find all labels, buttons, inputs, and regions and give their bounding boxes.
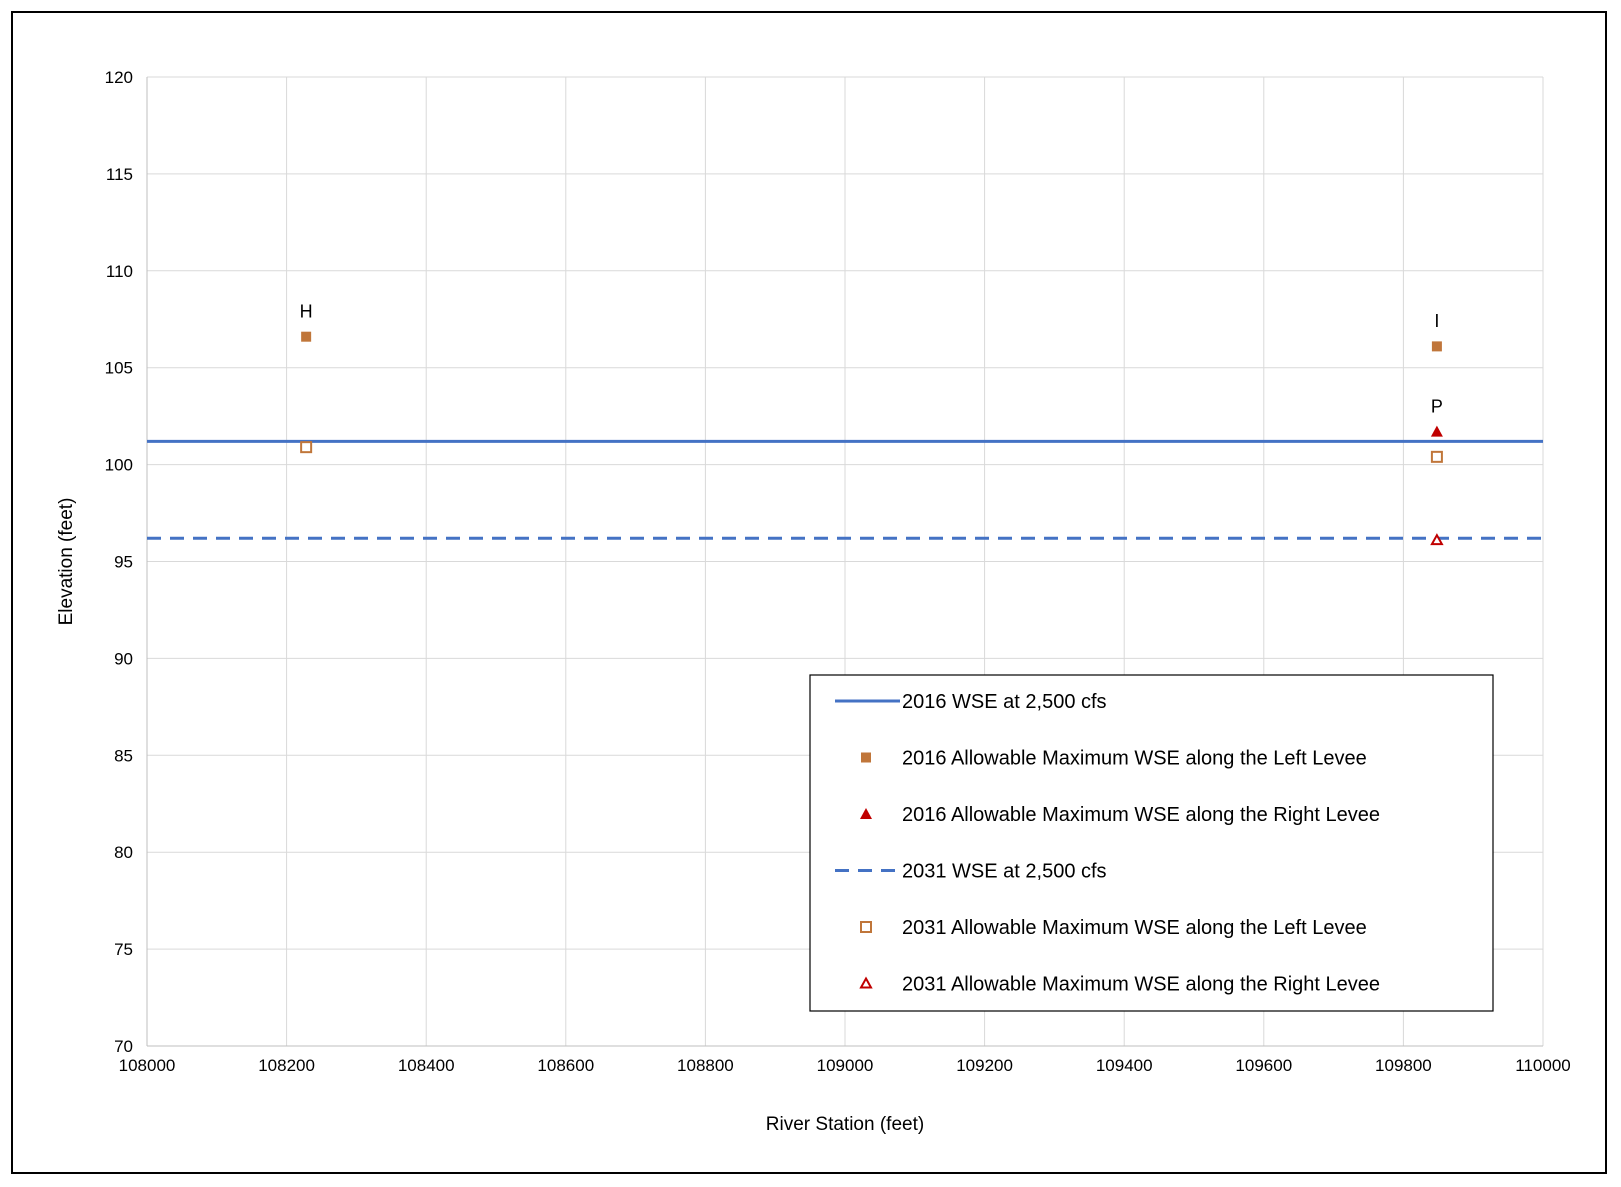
y-tick-label: 115 [106, 165, 133, 184]
data-point-1 [301, 331, 312, 342]
legend-swatch [860, 921, 872, 933]
x-tick-label: 109400 [1096, 1056, 1153, 1075]
x-tick-label: 108800 [677, 1056, 734, 1075]
x-tick-label: 109800 [1375, 1056, 1432, 1075]
y-tick-label: 70 [114, 1037, 133, 1056]
y-tick-label: 105 [105, 359, 133, 378]
x-tick-label: 109000 [817, 1056, 874, 1075]
point-label: P [1431, 396, 1443, 416]
axis-ticks: 108000 108200 108400 108600 108800 109000 1092… [105, 68, 1571, 1075]
y-tick-label: 95 [114, 553, 133, 572]
y-tick-label: 120 [105, 68, 133, 87]
y-tick-label: 85 [114, 746, 133, 765]
legend-entry-label: 2016 WSE at 2,500 cfs [902, 691, 1107, 713]
legend-entry-label: 2016 Allowable Maximum WSE along the Lef… [902, 748, 1367, 770]
legend-box [809, 674, 1494, 1012]
y-tick-label: 75 [114, 940, 133, 959]
data-point-4 [300, 441, 313, 454]
y-axis-title: Elevation (feet) [56, 498, 77, 626]
data-point-5 [1430, 533, 1444, 546]
legend-swatch [860, 808, 872, 819]
point-label: H [300, 301, 313, 321]
data-point-4 [1430, 450, 1443, 463]
legend-entry-label: 2031 Allowable Maximum WSE along the Lef… [902, 917, 1367, 939]
y-tick-label: 100 [105, 456, 133, 475]
legend-entry-label: 2031 Allowable Maximum WSE along the Rig… [902, 974, 1380, 996]
legend-swatch [861, 752, 871, 763]
data-point-2 [1430, 425, 1443, 437]
x-tick-label: 108000 [119, 1056, 176, 1075]
x-tick-label: 110000 [1515, 1056, 1570, 1075]
point-label: I [1434, 311, 1439, 331]
plot-series [147, 331, 1543, 546]
legend: 2016 WSE at 2,500 cfs 2016 Allowable Maxi… [809, 674, 1494, 1012]
x-axis-title: River Station (feet) [766, 1114, 924, 1135]
data-point-1 [1431, 341, 1442, 352]
y-tick-label: 90 [114, 649, 133, 668]
x-tick-label: 109200 [956, 1056, 1013, 1075]
y-tick-label: 110 [106, 262, 133, 281]
x-tick-label: 109600 [1235, 1056, 1292, 1075]
x-tick-label: 108200 [258, 1056, 315, 1075]
legend-entry-label: 2016 Allowable Maximum WSE along the Rig… [902, 804, 1380, 826]
y-tick-label: 80 [114, 843, 133, 862]
legend-swatch [859, 976, 873, 989]
point-annotations: H I P [300, 301, 1443, 416]
x-tick-label: 108400 [398, 1056, 455, 1075]
legend-entry-label: 2031 WSE at 2,500 cfs [902, 861, 1107, 883]
x-tick-label: 108600 [537, 1056, 594, 1075]
